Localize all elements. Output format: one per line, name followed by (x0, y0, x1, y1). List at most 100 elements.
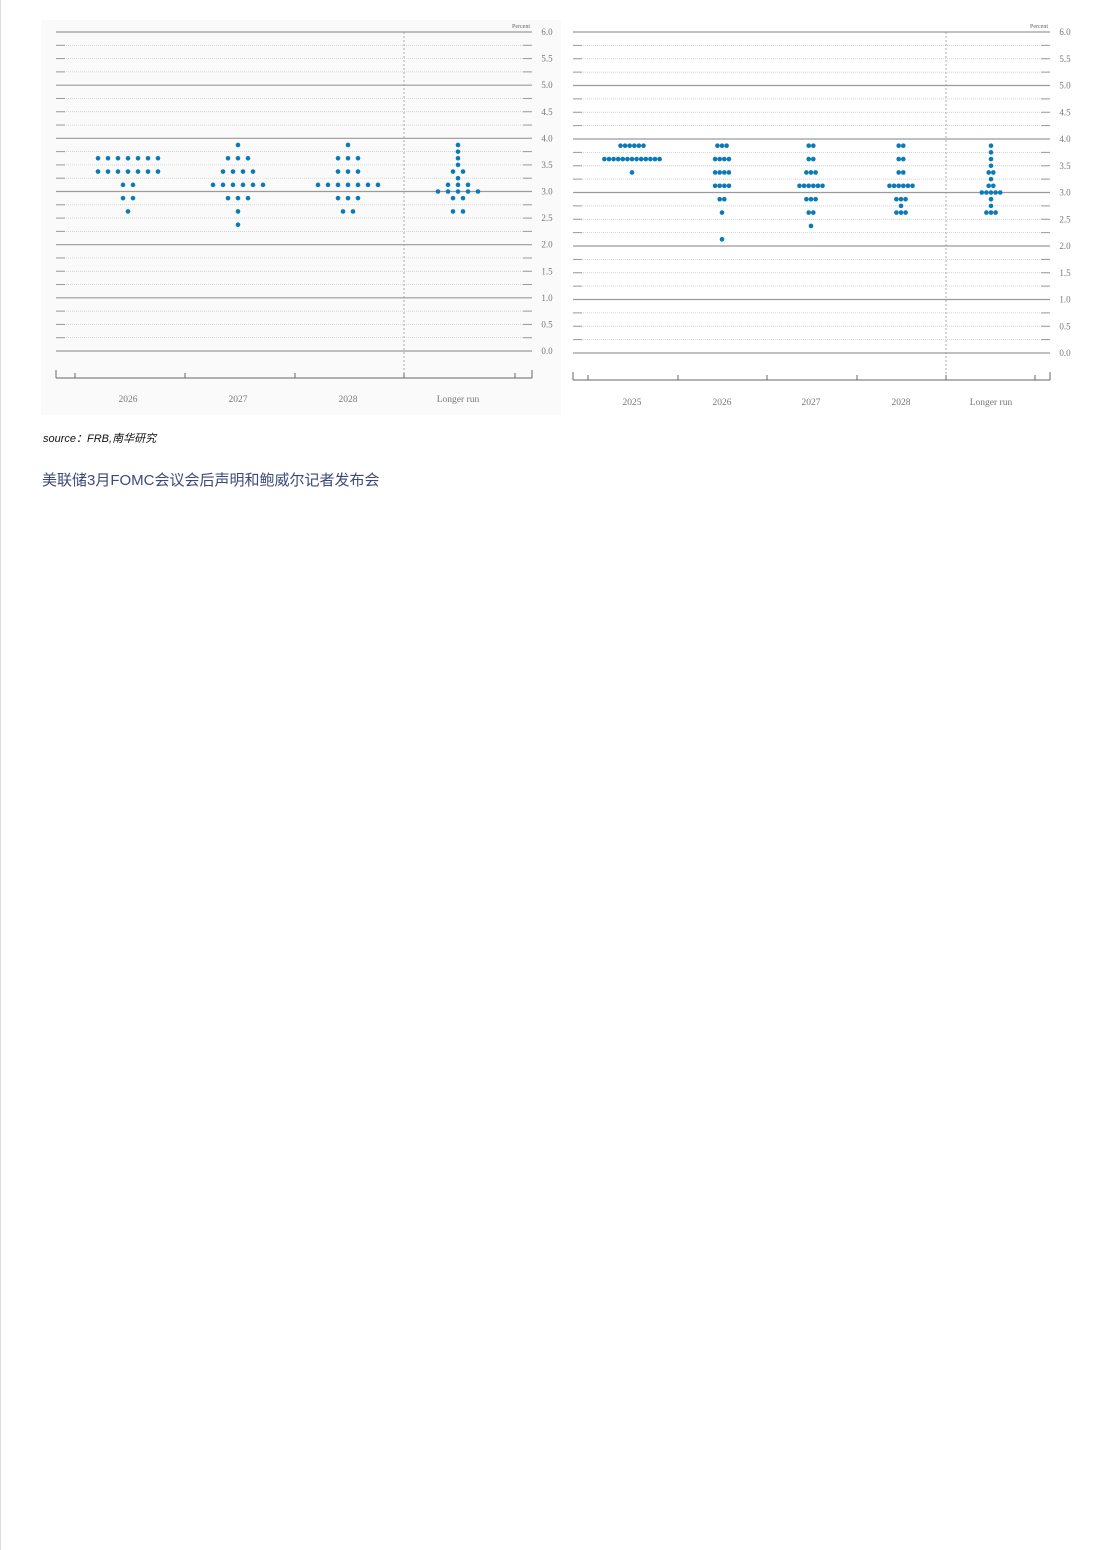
dot-projection (993, 190, 998, 195)
dot-projection (250, 169, 256, 174)
dot-projection (115, 169, 121, 174)
y-tick-label: 0.5 (1059, 321, 1071, 331)
dot-projection (986, 183, 991, 189)
dot-projection (901, 143, 906, 148)
dot-projection (130, 182, 136, 188)
y-tick-label: 3.5 (1059, 161, 1071, 171)
dot-projection (345, 169, 351, 174)
dot-projection (808, 170, 814, 175)
y-tick-label: 1.0 (541, 293, 553, 303)
y-tick-label: 5.5 (1059, 54, 1071, 64)
dot-projection (455, 175, 461, 181)
dot-projection (335, 169, 341, 174)
x-category-label: Longer run (970, 398, 1013, 408)
dot-projection (210, 182, 216, 188)
y-axis-label: Percent (1030, 24, 1048, 30)
dot-projection (811, 183, 816, 189)
dot-projection (811, 210, 816, 215)
dot-projection (993, 210, 998, 215)
dot-projection (220, 169, 226, 174)
y-tick-label: 6.0 (1059, 27, 1071, 37)
dot-projection (820, 183, 825, 189)
dot-projection (435, 189, 441, 194)
y-tick-label: 5.0 (541, 80, 553, 90)
dot-projection (905, 183, 911, 189)
dot-projection (245, 155, 251, 161)
dot-projection (717, 183, 722, 189)
dot-projection (984, 210, 989, 215)
y-tick-label: 3.5 (541, 160, 553, 170)
dot-projection (235, 195, 241, 201)
dot-projection (896, 183, 901, 189)
dot-projection (120, 195, 126, 201)
dot-projection (991, 183, 996, 189)
x-category-label: 2027 (802, 398, 821, 408)
dot-projection (896, 143, 901, 148)
dot-projection (991, 170, 996, 175)
dot-projection (450, 209, 456, 214)
dot-projection (903, 196, 908, 202)
dot-projection (657, 156, 662, 162)
dot-projection (815, 183, 821, 189)
dot-projection (988, 156, 994, 162)
dot-projection (894, 210, 899, 215)
dot-projection (722, 183, 727, 189)
dot-projection (365, 182, 371, 188)
dot-projection (602, 156, 607, 162)
dot-projection (606, 156, 612, 162)
dot-projection (130, 195, 136, 201)
dot-projection (445, 189, 451, 194)
y-tick-label: 4.5 (541, 107, 553, 117)
dot-projection (230, 182, 236, 188)
dot-projection (806, 156, 811, 162)
x-category-label: 2026 (119, 395, 138, 405)
dot-projection (115, 155, 121, 161)
x-category-label: 2025 (623, 398, 642, 408)
x-category-label: Longer run (437, 395, 480, 405)
dot-projection (225, 195, 231, 201)
dot-projection (105, 155, 111, 161)
dot-projection (717, 196, 722, 202)
dot-projection (801, 183, 807, 189)
dot-projection (652, 156, 658, 162)
x-category-label: 2026 (713, 398, 732, 408)
y-tick-label: 2.0 (1059, 241, 1071, 251)
dot-projection (811, 143, 816, 148)
dot-projection (455, 155, 461, 161)
dot-projection (997, 190, 1003, 195)
dot-projection (475, 189, 481, 194)
dot-projection (984, 190, 989, 195)
y-tick-label: 3.0 (1059, 188, 1071, 198)
dot-projection (235, 209, 241, 214)
dot-projection (145, 169, 151, 174)
dot-projection (979, 190, 985, 195)
y-tick-label: 1.0 (1059, 295, 1071, 305)
dot-projection (375, 182, 381, 188)
dot-projection (335, 195, 341, 201)
dot-projection (813, 170, 818, 175)
article-title-link[interactable]: 美联储3月FOMC会议会后声明和鲍威尔记者发布会 (42, 472, 380, 489)
dot-projection (719, 237, 725, 242)
dot-projection (629, 170, 635, 175)
dot-projection (988, 203, 994, 209)
dot-projection (340, 209, 346, 214)
dot-projection (898, 210, 904, 215)
dot-projection (460, 209, 466, 214)
dot-projection (345, 182, 351, 188)
dot-projection (135, 155, 141, 161)
dot-projection (724, 143, 729, 148)
dot-projection (715, 143, 720, 148)
dot-projection (235, 142, 241, 148)
dot-projection (896, 156, 901, 162)
y-tick-label: 4.0 (541, 133, 553, 143)
dot-projection (155, 169, 161, 174)
dot-projection (355, 169, 361, 174)
dot-projection (638, 156, 644, 162)
dot-projection (808, 223, 814, 229)
dot-projection (643, 156, 649, 162)
dot-projection (250, 182, 256, 188)
dot-projection (988, 176, 994, 182)
dot-projection (641, 143, 646, 148)
dot-projection (632, 143, 637, 148)
y-tick-label: 2.0 (541, 240, 553, 250)
